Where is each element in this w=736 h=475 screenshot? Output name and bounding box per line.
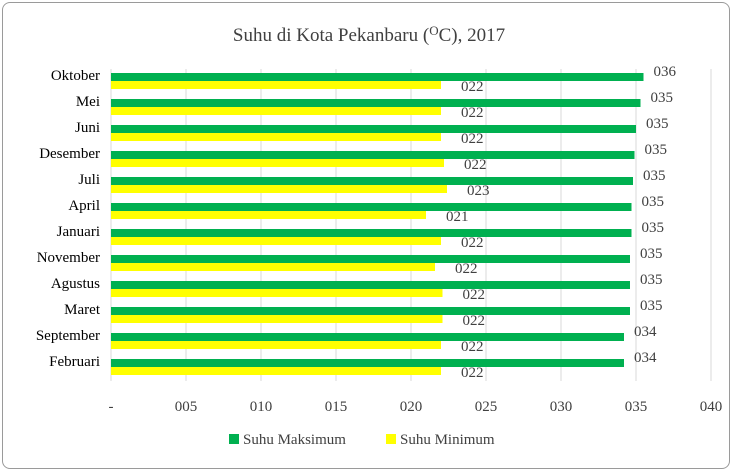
chart-title: Suhu di Kota Pekanbaru (OC), 2017 — [233, 23, 505, 46]
category-label: September — [36, 328, 100, 344]
x-tick-label: - — [109, 399, 114, 415]
bar-suhu-minimum — [111, 107, 441, 115]
legend-label: Suhu Minimum — [400, 432, 495, 448]
data-label-maksimum: 035 — [640, 246, 663, 262]
bar-suhu-minimum — [111, 211, 426, 219]
x-tick-label: 025 — [475, 399, 498, 415]
category-label: Agustus — [51, 276, 100, 292]
bar-suhu-minimum — [111, 367, 441, 375]
x-tick-label: 010 — [250, 399, 273, 415]
data-label-maksimum: 035 — [640, 298, 663, 314]
data-label-maksimum: 035 — [642, 220, 665, 236]
data-label-minimum: 022 — [463, 287, 486, 303]
bar-suhu-maksimum — [111, 359, 624, 367]
category-label: Februari — [49, 354, 100, 370]
category-label: Juni — [75, 120, 100, 136]
data-label-minimum: 022 — [464, 157, 487, 173]
data-label-maksimum: 035 — [645, 142, 668, 158]
data-label-minimum: 022 — [461, 79, 484, 95]
bar-suhu-minimum — [111, 133, 441, 141]
bar-suhu-maksimum — [111, 333, 624, 341]
x-axis-tick-labels: - 005 010 015 020 025 030 035 040 — [109, 399, 723, 415]
bar-suhu-minimum — [111, 159, 444, 167]
data-label-maksimum: 034 — [634, 324, 657, 340]
data-label-minimum: 022 — [455, 261, 478, 277]
data-label-minimum: 022 — [461, 235, 484, 251]
category-labels: Oktober Mei Juni Desember Juli April Januari No… — [36, 68, 101, 370]
x-tick-label: 005 — [175, 399, 198, 415]
data-label-maksimum: 035 — [646, 116, 669, 132]
data-label-minimum: 021 — [446, 209, 469, 225]
bar-suhu-minimum — [111, 289, 443, 297]
x-tick-label: 020 — [400, 399, 423, 415]
legend: Suhu Maksimum Suhu Minimum — [229, 432, 495, 448]
category-label: April — [68, 198, 100, 214]
legend-swatch — [386, 434, 396, 444]
legend-label: Suhu Maksimum — [243, 432, 346, 448]
data-label-minimum: 022 — [461, 131, 484, 147]
chart: Suhu di Kota Pekanbaru (OC), 2017 Oktobe… — [36, 23, 723, 448]
bar-suhu-minimum — [111, 315, 443, 323]
data-labels: 036 022 035 022 035 022 035 022 035 023 035 021 035 0… — [446, 64, 677, 381]
bar-suhu-maksimum — [111, 255, 630, 263]
x-tick-label: 040 — [700, 399, 723, 415]
bar-suhu-minimum — [111, 263, 435, 271]
legend-swatch — [229, 434, 239, 444]
data-label-minimum: 022 — [461, 365, 484, 381]
category-label: Juli — [78, 172, 100, 188]
data-label-maksimum: 035 — [640, 272, 663, 288]
bar-suhu-maksimum — [111, 73, 644, 81]
data-label-minimum: 022 — [461, 339, 484, 355]
data-label-maksimum: 035 — [651, 90, 674, 106]
bar-suhu-maksimum — [111, 125, 636, 133]
bar-suhu-minimum — [111, 237, 441, 245]
x-tick-label: 030 — [550, 399, 573, 415]
bar-suhu-maksimum — [111, 151, 635, 159]
bar-suhu-maksimum — [111, 307, 630, 315]
bar-suhu-minimum — [111, 81, 441, 89]
x-tick-label: 035 — [625, 399, 648, 415]
data-label-maksimum: 036 — [654, 64, 677, 80]
bar-suhu-maksimum — [111, 177, 633, 185]
data-label-minimum: 022 — [461, 105, 484, 121]
data-label-maksimum: 034 — [634, 350, 657, 366]
chart-frame: Suhu di Kota Pekanbaru (OC), 2017 Oktobe… — [2, 2, 730, 469]
category-label: Maret — [64, 302, 101, 318]
bar-suhu-minimum — [111, 341, 441, 349]
bar-suhu-maksimum — [111, 203, 632, 211]
data-label-maksimum: 035 — [643, 168, 666, 184]
bar-suhu-maksimum — [111, 281, 630, 289]
data-label-minimum: 023 — [467, 183, 490, 199]
bar-suhu-minimum — [111, 185, 447, 193]
data-label-minimum: 022 — [463, 313, 486, 329]
bar-suhu-maksimum — [111, 99, 641, 107]
category-label: Oktober — [51, 68, 100, 84]
category-label: November — [37, 250, 100, 266]
bar-suhu-maksimum — [111, 229, 632, 237]
category-label: Mei — [76, 94, 100, 110]
bars — [111, 73, 644, 375]
category-label: Desember — [39, 146, 100, 162]
x-tick-label: 015 — [325, 399, 348, 415]
category-label: Januari — [57, 224, 100, 240]
data-label-maksimum: 035 — [642, 194, 665, 210]
gridlines — [110, 69, 712, 381]
